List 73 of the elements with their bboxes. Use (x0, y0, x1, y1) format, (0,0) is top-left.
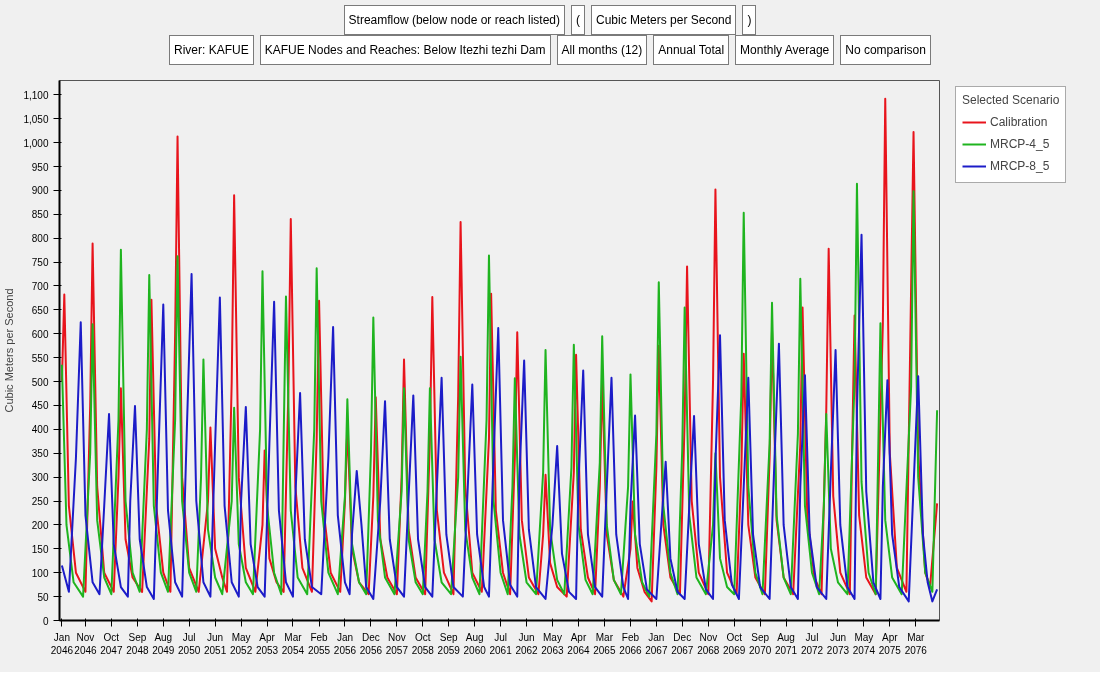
x-tick-label: Jan 2056 (333, 631, 357, 656)
y-tick-label: 350 (31, 448, 49, 460)
x-tick-label: Feb 2066 (619, 631, 643, 656)
y-tick-label: 900 (31, 185, 49, 197)
text: Streamflow (below node or reach listed) (343, 5, 566, 35)
y-tick-label: 1,050 (23, 113, 49, 125)
x-tick-label: Oct 2058 (411, 631, 435, 656)
x-tick-label: Dec 2067 (671, 631, 694, 656)
x-tick-label: Jan 2046 (50, 631, 74, 656)
y-tick-label: 550 (31, 352, 49, 364)
text: ( (571, 5, 586, 35)
x-tick-label: Sep 2059 (437, 631, 461, 656)
x-tick-label: Apr 2075 (878, 631, 902, 656)
text: No comparison (840, 35, 931, 65)
x-tick-label: Mar 2065 (593, 631, 616, 656)
x-tick-label: Mar 2076 (904, 631, 928, 656)
x-tick-label: Sep 2048 (126, 631, 149, 656)
y-axis-title: Cubic Meters per Second (3, 288, 16, 413)
legend-label: MRCP-4_5 (990, 137, 1050, 151)
x-tick-label: Nov 2057 (385, 631, 409, 656)
x-tick-label: Jul 2050 (178, 631, 201, 656)
x-tick-label: Jan 2067 (645, 631, 668, 656)
y-tick-label: 50 (37, 591, 49, 603)
x-tick-label: Jun 2062 (515, 631, 539, 656)
x-tick-label: May 2063 (541, 631, 564, 656)
y-tick-label: 850 (31, 209, 49, 221)
text: ) (742, 5, 757, 35)
x-tick-label: Jul 2061 (489, 631, 513, 656)
x-tick-label: Mar 2054 (281, 631, 305, 656)
legend-label: MRCP-8_5 (990, 159, 1050, 173)
y-tick-label: 500 (31, 376, 49, 388)
x-tick-label: Nov 2068 (697, 631, 720, 656)
y-tick-label: 400 (31, 424, 49, 436)
y-tick-label: 300 (31, 472, 49, 484)
legend-label: Calibration (990, 115, 1048, 129)
y-tick-label: 650 (31, 304, 49, 316)
text: River: KAFUE (169, 35, 254, 65)
x-tick-label: Aug 2049 (152, 631, 175, 656)
y-tick-label: 600 (31, 328, 49, 340)
x-tick-label: Oct 2069 (723, 631, 746, 656)
x-tick-label: Oct 2047 (100, 631, 123, 656)
text: Monthly Average (735, 35, 835, 65)
legend-title: Selected Scenario (962, 93, 1060, 107)
x-tick-label: Apr 2064 (567, 631, 591, 656)
text: Cubic Meters per Second (591, 5, 737, 35)
x-tick-label: Aug 2071 (774, 631, 798, 656)
x-tick-label: Feb 2055 (307, 631, 331, 656)
text: KAFUE Nodes and Reaches: Below Itezhi tezhi Dam (259, 35, 551, 65)
x-tick-label: Jun 2051 (204, 631, 227, 656)
y-tick-label: 450 (31, 400, 49, 412)
y-tick-label: 700 (31, 280, 49, 292)
x-tick-label: Apr 2053 (255, 631, 279, 656)
x-tick-label: Sep 2070 (749, 631, 772, 656)
line-series (60, 97, 939, 603)
y-tick-label: 150 (31, 543, 49, 555)
x-tick-label: Jul 2072 (800, 631, 824, 656)
text: Annual Total (653, 35, 730, 65)
y-tick-label: 250 (31, 496, 49, 508)
y-tick-label: 100 (31, 567, 49, 579)
y-tick-label: 200 (31, 519, 49, 531)
x-tick-label: May 2074 (852, 631, 876, 656)
x-tick-label: Jun 2073 (826, 631, 850, 656)
x-tick-label: May 2052 (229, 631, 253, 656)
y-tick-label: 0 (42, 615, 49, 627)
x-tick-label: Dec 2056 (359, 631, 383, 656)
y-tick-label: 950 (31, 161, 49, 173)
text: All months (12) (556, 35, 648, 65)
y-tick-label: 750 (31, 257, 49, 269)
x-tick-label: Aug 2060 (463, 631, 487, 656)
y-tick-label: 1,100 (23, 89, 49, 101)
x-tick-label: Nov 2046 (74, 631, 98, 656)
y-tick-label: 800 (31, 233, 49, 245)
y-tick-label: 1,000 (23, 137, 49, 149)
